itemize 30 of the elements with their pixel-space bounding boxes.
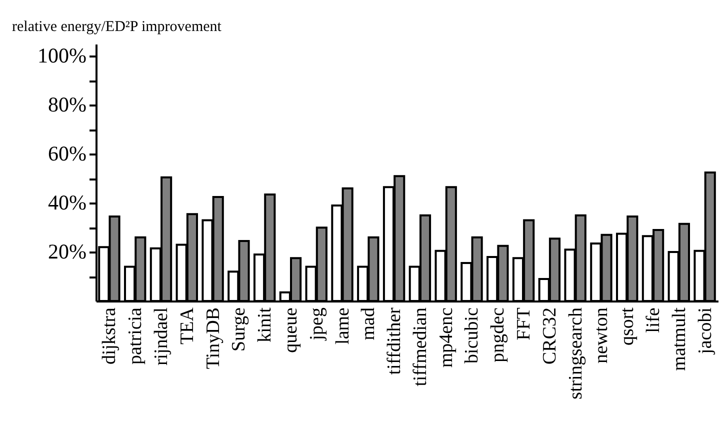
x-tick-label: jacobi (694, 308, 716, 355)
y-tick-label: 40% (48, 190, 86, 215)
chart-title: relative energy/ED²P improvement (12, 19, 222, 35)
y-tick-label: 60% (48, 142, 86, 166)
x-tick-label: mp4enc (436, 308, 457, 368)
x-tick-label: CRC32 (539, 308, 560, 365)
x-tick-label: life (643, 308, 664, 333)
x-tick-label: bicubic (462, 308, 483, 364)
x-tick-label: pngdec (488, 308, 509, 362)
y-tick-label: 100% (38, 44, 86, 68)
x-tick-label: dijkstra (99, 306, 120, 364)
x-tick-label: FFT (514, 307, 535, 340)
y-tick-label: 80% (48, 92, 86, 117)
x-tick-label: rijndael (150, 308, 172, 366)
x-tick-label: stringsearch (565, 307, 586, 400)
x-tick-label: matmult (668, 306, 690, 371)
x-tick-label: mad (358, 307, 380, 340)
x-tick-label: queue (280, 308, 302, 353)
x-tick-label: Surge (228, 308, 250, 352)
x-tick-label: kinit (254, 306, 276, 342)
x-tick-label: qsort (617, 306, 638, 346)
x-tick-label: newton (591, 307, 612, 364)
x-tick-label: tiffmedian (410, 307, 431, 386)
x-tick-label: jpeg (306, 307, 328, 342)
x-tick-label: TEA (176, 307, 198, 344)
y-tick-label: 20% (48, 240, 86, 264)
x-tick-label: TinyDB (202, 308, 224, 370)
x-tick-label: patricia (125, 306, 146, 364)
x-tick-label: tiffdither (384, 306, 406, 375)
x-tick-label: lame (332, 308, 354, 344)
